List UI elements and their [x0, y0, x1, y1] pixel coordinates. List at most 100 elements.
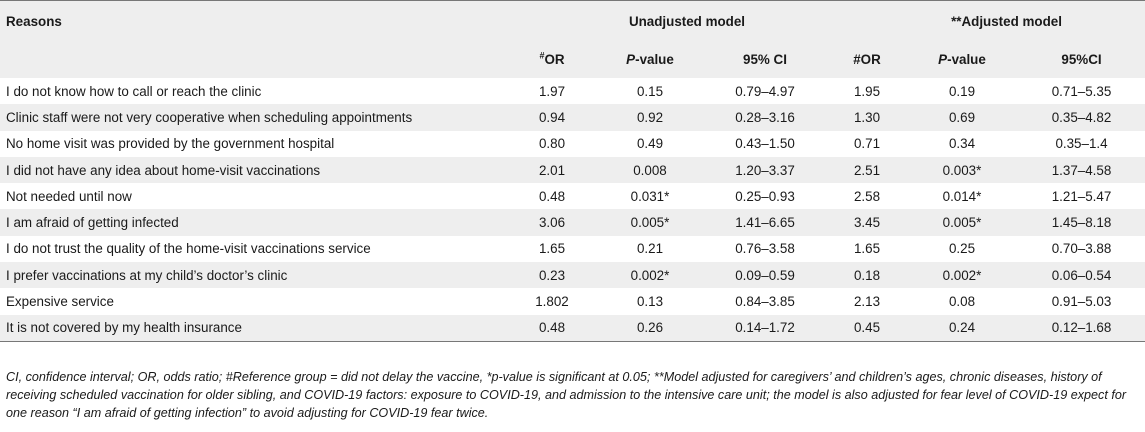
unadjusted-ci-cell: 0.84–3.85: [735, 294, 795, 310]
adjusted-p-cell: 0.002*: [942, 267, 982, 283]
table-row: I prefer vaccinations at my child’s doct…: [0, 262, 1145, 289]
unadjusted-p-cell: 0.15: [636, 83, 664, 99]
adjusted-ci-cell: 0.35–1.4: [1055, 136, 1108, 152]
unadjusted-or-cell: 3.06: [538, 215, 566, 231]
unadjusted-p-cell: 0.002*: [630, 267, 670, 283]
unadjusted-p-cell: 0.13: [636, 294, 664, 310]
unadjusted-or-cell: 1.802: [535, 294, 569, 310]
unadjusted-ci-cell: 1.41–6.65: [735, 215, 795, 231]
unadjusted-or-cell: 1.65: [538, 241, 566, 257]
reason-cell: I did not have any idea about home-visit…: [6, 162, 321, 178]
unadjusted-or-cell: 1.97: [538, 83, 566, 99]
unadjusted-ci-header: 95% CI: [743, 52, 787, 67]
adjusted-p-cell: 0.003*: [942, 162, 982, 178]
unadjusted-ci-cell: 0.28–3.16: [735, 109, 795, 125]
unadjusted-or-cell: 0.94: [538, 109, 566, 125]
adjusted-p-cell: 0.005*: [942, 215, 982, 231]
unadjusted-p-cell: 0.26: [636, 320, 664, 336]
adjusted-or-cell: 2.51: [853, 162, 881, 178]
adjusted-or-cell: 0.45: [853, 320, 881, 336]
adjusted-or-cell: 0.71: [853, 136, 881, 152]
unadjusted-p-cell: 0.008: [633, 162, 667, 178]
unadjusted-ci-cell: 0.43–1.50: [735, 136, 795, 152]
or-sup: #: [539, 50, 545, 61]
unadjusted-or-cell: 2.01: [538, 162, 566, 178]
reason-cell: Expensive service: [6, 294, 114, 310]
table-body: I do not know how to call or reach the c…: [0, 78, 1145, 341]
reason-cell: It is not covered by my health insurance: [6, 320, 242, 336]
adjusted-p-cell: 0.34: [948, 136, 976, 152]
adjusted-ci-cell: 0.71–5.35: [1051, 83, 1112, 99]
unadjusted-p-cell: 0.005*: [630, 215, 670, 231]
unadjusted-or-header: #OR: [506, 41, 598, 78]
table-row: It is not covered by my health insurance…: [0, 314, 1145, 341]
unadjusted-ci-cell: 0.79–4.97: [735, 83, 795, 99]
table-row: I do not trust the quality of the home-v…: [0, 236, 1145, 262]
unadjusted-p-cell: 0.49: [636, 136, 664, 152]
unadjusted-or-cell: 0.48: [538, 320, 566, 336]
adjusted-p-cell: 0.19: [948, 83, 976, 99]
p-italic: P: [938, 52, 948, 67]
reason-cell: Clinic staff were not very cooperative w…: [6, 109, 413, 125]
unadjusted-p-cell: 0.031*: [630, 188, 670, 204]
p-rest: -value: [947, 52, 986, 67]
reasons-header: Reasons: [6, 13, 62, 29]
header-row-columns: #OR P-value 95% CI #OR P-value 95%CI: [0, 41, 1145, 78]
adjusted-ci-cell: 0.91–5.03: [1051, 294, 1112, 310]
unadjusted-model-header: Unadjusted model: [628, 13, 746, 29]
adjusted-p-cell: 0.014*: [942, 188, 982, 204]
reason-cell: I am afraid of getting infected: [6, 215, 179, 231]
adjusted-or-cell: 2.13: [853, 294, 881, 310]
adjusted-p-cell: 0.25: [948, 241, 976, 257]
p-italic: P: [626, 52, 636, 67]
table-row: I did not have any idea about home-visit…: [0, 156, 1145, 184]
unadjusted-or-cell: 0.80: [538, 136, 566, 152]
adjusted-model-header: **Adjusted model: [951, 13, 1062, 29]
unadjusted-ci-cell: 0.25–0.93: [735, 188, 795, 204]
adjusted-or-cell: 1.30: [853, 109, 881, 125]
table-row: I am afraid of getting infected 3.06 0.005…: [0, 209, 1145, 236]
adjusted-or-header: #OR: [853, 52, 881, 67]
adjusted-ci-cell: 0.06–0.54: [1051, 267, 1112, 283]
unadjusted-ci-cell: 0.76–3.58: [735, 241, 795, 257]
adjusted-or-cell: 1.65: [853, 241, 881, 257]
reason-cell: Not needed until now: [6, 188, 132, 204]
table-row: Not needed until now 0.48 0.031* 0.25–0.93 2…: [0, 183, 1145, 209]
table-row: Clinic staff were not very cooperative w…: [0, 104, 1145, 131]
adjusted-ci-cell: 0.35–4.82: [1051, 109, 1112, 125]
results-table: Reasons Unadjusted model **Adjusted mode…: [0, 0, 1145, 342]
unadjusted-ci-cell: 0.09–0.59: [735, 267, 795, 283]
adjusted-ci-cell: 1.45–8.18: [1051, 215, 1112, 231]
adjusted-or-cell: 2.58: [853, 188, 881, 204]
table-row: Expensive service 1.802 0.13 0.84–3.85 2.13 0…: [0, 288, 1145, 314]
unadjusted-or-cell: 0.23: [538, 267, 566, 283]
adjusted-p-header: P-value: [906, 41, 1018, 78]
adjusted-ci-cell: 1.21–5.47: [1051, 188, 1112, 204]
reason-cell: I do not trust the quality of the home-v…: [6, 241, 371, 257]
unadjusted-or-cell: 0.48: [538, 188, 566, 204]
adjusted-ci-cell: 0.70–3.88: [1051, 241, 1112, 257]
table-row: No home visit was provided by the govern…: [0, 131, 1145, 157]
adjusted-or-cell: 3.45: [853, 215, 881, 231]
unadjusted-p-cell: 0.92: [636, 109, 664, 125]
table-footnote: CI, confidence interval; OR, odds ratio;…: [6, 370, 1127, 421]
table-row: I do not know how to call or reach the c…: [0, 78, 1145, 104]
adjusted-or-cell: 1.95: [853, 83, 881, 99]
reason-cell: I do not know how to call or reach the c…: [6, 83, 262, 99]
unadjusted-p-cell: 0.21: [636, 241, 664, 257]
header-row-groups: Reasons Unadjusted model **Adjusted mode…: [0, 1, 1145, 41]
adjusted-ci-cell: 0.12–1.68: [1051, 320, 1112, 336]
unadjusted-p-header: P-value: [598, 41, 702, 78]
p-rest: -value: [635, 52, 674, 67]
adjusted-ci-header: 95%CI: [1061, 52, 1102, 67]
unadjusted-ci-cell: 0.14–1.72: [735, 320, 795, 336]
adjusted-or-cell: 0.18: [853, 267, 881, 283]
adjusted-p-cell: 0.08: [948, 294, 976, 310]
reason-cell: I prefer vaccinations at my child’s doct…: [6, 267, 288, 283]
adjusted-p-cell: 0.69: [948, 109, 976, 125]
reason-cell: No home visit was provided by the govern…: [6, 136, 335, 152]
unadjusted-ci-cell: 1.20–3.37: [735, 162, 795, 178]
adjusted-ci-cell: 1.37–4.58: [1051, 162, 1112, 178]
adjusted-p-cell: 0.24: [948, 320, 976, 336]
